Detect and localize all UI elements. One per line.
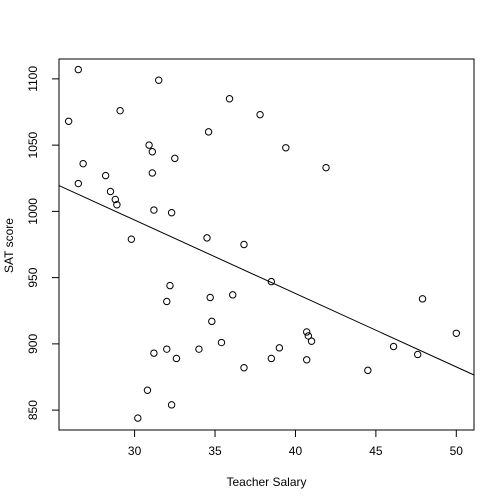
data-point xyxy=(217,338,226,347)
plot-frame xyxy=(58,58,475,431)
x-tick-label: 45 xyxy=(369,444,383,458)
data-point xyxy=(167,401,176,409)
y-axis: 850 900 950 1000 1050 1100 xyxy=(26,66,59,420)
data-point xyxy=(240,364,248,372)
data-point xyxy=(307,337,316,345)
y-tick-label: 1100 xyxy=(26,66,40,92)
data-point xyxy=(116,106,124,115)
data-point xyxy=(229,291,237,299)
x-tick-label: 30 xyxy=(128,444,142,458)
data-point xyxy=(322,163,330,172)
data-point xyxy=(106,187,115,196)
data-point xyxy=(414,350,422,359)
data-point xyxy=(113,201,121,209)
data-point xyxy=(74,179,83,188)
data-point xyxy=(206,293,214,302)
data-point xyxy=(304,332,313,340)
data-point xyxy=(267,354,276,363)
data-point xyxy=(163,297,171,306)
data-point xyxy=(171,154,179,163)
y-tick-label: 1050 xyxy=(26,131,40,158)
y-tick-label: 850 xyxy=(26,400,40,420)
data-point xyxy=(155,76,163,84)
x-axis: 30 35 40 45 50 xyxy=(128,430,463,458)
data-point xyxy=(111,195,119,204)
data-point xyxy=(167,209,176,217)
data-point xyxy=(267,277,276,286)
data-point xyxy=(452,329,461,337)
data-point xyxy=(166,281,174,290)
data-point xyxy=(275,344,284,352)
data-point xyxy=(204,128,213,136)
data-point xyxy=(143,386,152,394)
data-point xyxy=(303,356,311,364)
data-point xyxy=(240,240,248,249)
data-point xyxy=(74,65,83,74)
data-point xyxy=(148,148,156,156)
x-axis-label: Teacher Salary xyxy=(226,475,306,489)
data-point xyxy=(127,235,136,243)
data-point xyxy=(282,144,290,152)
x-tick-label: 50 xyxy=(450,444,464,458)
data-point xyxy=(64,117,73,125)
data-point xyxy=(150,349,158,357)
x-tick-label: 35 xyxy=(208,444,222,458)
y-tick-label: 900 xyxy=(26,334,40,354)
data-point xyxy=(148,169,156,177)
data-point xyxy=(150,206,158,214)
data-point xyxy=(163,345,171,353)
data-point xyxy=(208,317,216,326)
data-point xyxy=(134,414,142,422)
data-point xyxy=(172,354,181,363)
data-point xyxy=(225,95,234,103)
data-point xyxy=(101,171,110,180)
data-point xyxy=(203,234,211,242)
plot-area xyxy=(58,58,475,431)
x-tick-label: 40 xyxy=(289,444,303,458)
y-axis-label: SAT score xyxy=(2,218,16,273)
data-point xyxy=(195,345,203,353)
data-point xyxy=(418,295,427,303)
y-tick-label: 950 xyxy=(26,267,40,287)
data-point xyxy=(364,366,372,375)
data-point xyxy=(145,141,153,149)
y-tick-label: 1000 xyxy=(26,198,40,225)
data-point xyxy=(256,110,264,119)
data-point xyxy=(303,328,311,336)
data-point xyxy=(79,159,87,168)
data-point xyxy=(389,342,398,351)
regression-line xyxy=(58,185,475,376)
